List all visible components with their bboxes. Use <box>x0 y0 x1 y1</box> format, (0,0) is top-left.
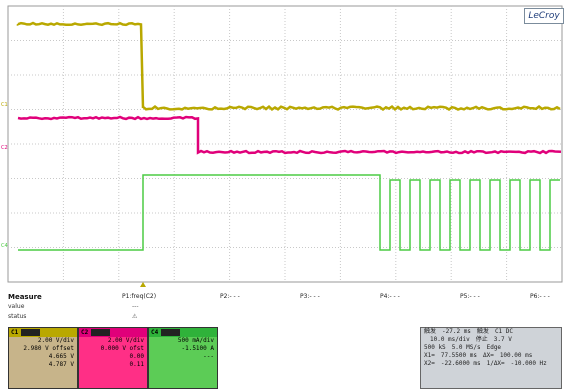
graticule-grid <box>8 6 562 282</box>
channel-c2-offset: 0.000 V ofst <box>79 345 147 353</box>
channel-c1-scale: 2.00 V/div <box>9 337 77 345</box>
channel-ref-c2: C2 <box>1 145 8 151</box>
channel-c2-scale: 2.00 V/div <box>79 337 147 345</box>
timebase-row5-c2: -22.6000 ms <box>441 360 481 368</box>
timebase-row3-c3: Edge <box>487 344 501 352</box>
channel-c1-header: C1 <box>9 328 77 337</box>
trace-c1 <box>18 23 560 110</box>
channel-c2-header: C2 <box>79 328 147 337</box>
brand-logo: LeCroy <box>524 8 564 24</box>
timebase-row-4: X1= 77.5500 ms ΔX= 100.00 ms <box>421 352 561 360</box>
timebase-row1-c1: 触发 <box>424 328 436 336</box>
channel-c2-box[interactable]: C2 2.00 V/div 0.000 V ofst 0.00 0.11 <box>78 327 148 389</box>
channel-c1-tag <box>21 329 39 336</box>
channel-c4-header: C4 <box>149 328 217 337</box>
timebase-row4-c2: 77.5500 ms <box>441 352 477 360</box>
channel-c2-id: C2 <box>81 329 88 336</box>
timebase-row-5: X2= -22.6000 ms 1/ΔX= -10.000 Hz <box>421 360 561 368</box>
trace-c4 <box>18 175 560 250</box>
measure-status-label: status <box>8 313 26 320</box>
measure-p5-label[interactable]: P5:- - - <box>460 293 480 300</box>
timebase-row4-c1: X1= <box>424 352 435 360</box>
channel-c4-scale: 500 mA/div <box>149 337 217 345</box>
timebase-row-3: 500 kS 5.0 MS/s Edge <box>421 344 561 352</box>
measure-p1-status: ⚠ <box>132 313 137 320</box>
timebase-row-2: 10.0 ms/div 停止 3.7 V <box>421 336 561 344</box>
channel-c1-v1: 4.665 V <box>9 353 77 361</box>
measure-p1-label[interactable]: P1:freq(C2) <box>122 293 156 300</box>
channel-c1-v2: 4.787 V <box>9 361 77 369</box>
brand-label: LeCroy <box>528 11 559 21</box>
timebase-row1-c2: -27.2 ms <box>442 328 471 336</box>
channel-ref-c1: C1 <box>1 102 8 108</box>
timebase-row3-c2: 5.0 MS/s <box>452 344 481 352</box>
timebase-row2-c3: 停止 <box>476 336 488 344</box>
timebase-row2-c2: 10.0 ms/div <box>430 336 470 344</box>
trace-c2 <box>18 117 561 153</box>
timebase-row2-c4: 3.7 V <box>494 336 512 344</box>
channel-c4-id: C4 <box>151 329 158 336</box>
channel-c1-box[interactable]: C1 2.00 V/div 2.980 V offset 4.665 V 4.7… <box>8 327 78 389</box>
channel-c4-box[interactable]: C4 500 mA/div -1.5100 A --- <box>148 327 218 389</box>
timebase-row1-c3: 触发 <box>477 328 489 336</box>
measure-title: Measure <box>8 293 42 301</box>
measure-panel: Measure value status P1:freq(C2) --- ⚠ P… <box>0 287 565 387</box>
measure-p4-label[interactable]: P4:- - - <box>380 293 400 300</box>
timebase-row4-c4: 100.00 ms <box>500 352 533 360</box>
timebase-row5-c3: 1/ΔX= <box>487 360 505 368</box>
channel-c2-v2: 0.11 <box>79 361 147 369</box>
channel-c2-tag <box>91 329 109 336</box>
timebase-row-1: 触发 -27.2 ms 触发 C1 DC <box>421 328 561 336</box>
channel-c4-tag <box>161 329 179 336</box>
timebase-row4-c3: ΔX= <box>483 352 494 360</box>
channel-c1-id: C1 <box>11 329 18 336</box>
channel-c2-v1: 0.00 <box>79 353 147 361</box>
measure-p6-label[interactable]: P6:- - - <box>530 293 550 300</box>
measure-p3-label[interactable]: P3:- - - <box>300 293 320 300</box>
timebase-row1-c4: C1 DC <box>495 328 513 336</box>
timebase-row5-c1: X2= <box>424 360 435 368</box>
channel-c4-offset: -1.5100 A <box>149 345 217 353</box>
timebase-row5-c4: -10.000 Hz <box>511 360 547 368</box>
channel-ref-c4: C4 <box>1 243 8 249</box>
channel-c4-v2: --- <box>149 353 217 361</box>
measure-value-label: value <box>8 303 24 310</box>
timebase-row3-c1: 500 kS <box>424 344 446 352</box>
measure-p1-value: --- <box>132 303 139 310</box>
waveform-traces <box>18 23 561 250</box>
channel-c1-offset: 2.980 V offset <box>9 345 77 353</box>
timebase-trigger-box[interactable]: 触发 -27.2 ms 触发 C1 DC 10.0 ms/div 停止 3.7 … <box>420 327 562 389</box>
measure-p2-label[interactable]: P2:- - - <box>220 293 240 300</box>
channel-markers: C1 C2 C4 <box>1 102 146 287</box>
